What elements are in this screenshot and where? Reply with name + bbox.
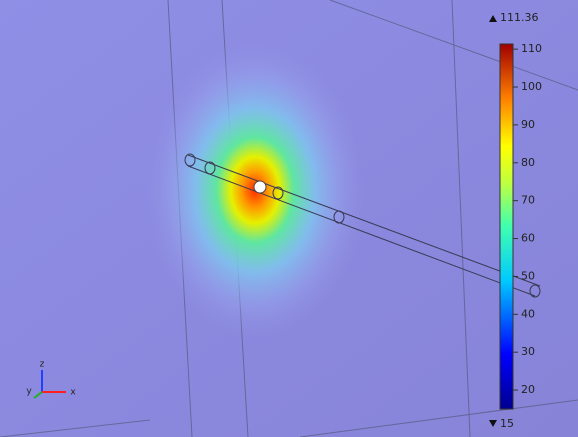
colorbar-tick-label: 80	[521, 156, 535, 169]
colorbar-tick-label: 70	[521, 194, 535, 207]
colorbar-min: 15	[500, 417, 514, 430]
simulation-view: z y x 111.36 15 110 100 90 80 70 60 50 40 30 20	[0, 0, 578, 437]
colorbar-tick-label: 30	[521, 345, 535, 358]
y-label: y	[26, 387, 32, 397]
z-label: z	[40, 360, 45, 370]
colorbar-tick-label: 90	[521, 118, 535, 131]
colorbar-scale	[500, 44, 513, 409]
colorbar-tick-label: 110	[521, 42, 542, 55]
colorbar-max: 111.36	[500, 11, 539, 24]
colorbar-tick-label: 60	[521, 232, 535, 245]
source	[254, 181, 266, 193]
colorbar-tick-label: 20	[521, 383, 535, 396]
colorbar-tick-label: 100	[521, 80, 542, 93]
colorbar-tick-label: 50	[521, 269, 535, 282]
colorbar-tick-label: 40	[521, 307, 535, 320]
x-label: x	[70, 388, 76, 398]
